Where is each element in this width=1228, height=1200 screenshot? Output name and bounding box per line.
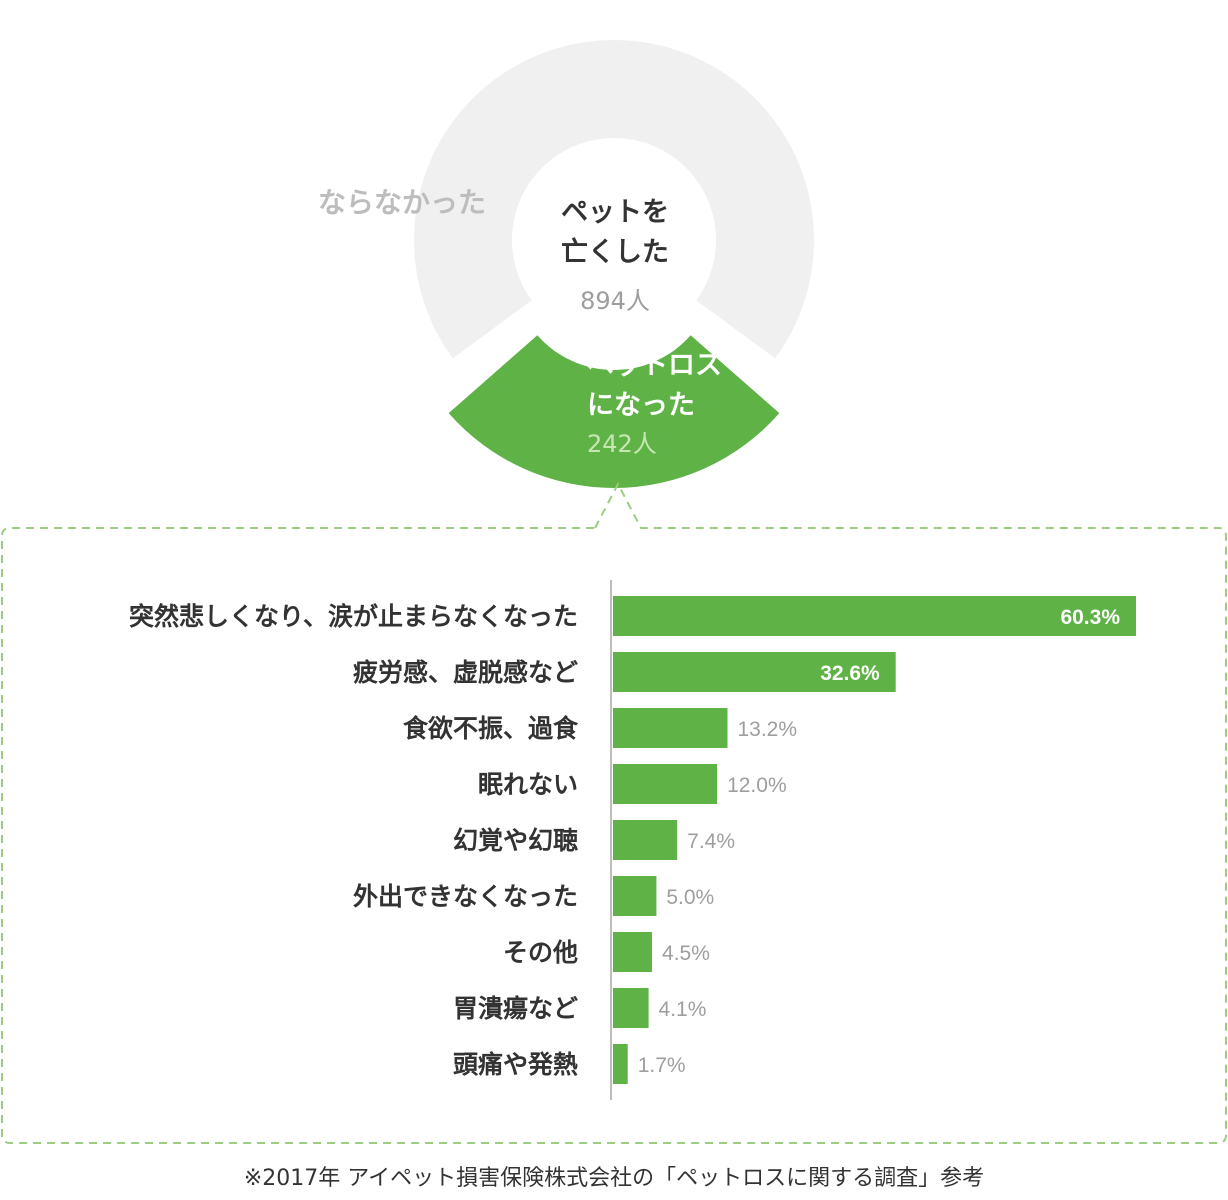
value-label-3: 12.0% (727, 774, 787, 797)
donut-label-not-loss: ならなかった (318, 186, 487, 219)
bar-3 (613, 764, 718, 804)
donut-segment-pet-loss (448, 335, 780, 489)
category-label-1: 疲労感、虚脱感など (353, 658, 578, 687)
donut-label-pet-loss: ペットロス になった (587, 350, 722, 421)
bar-0 (613, 596, 1136, 636)
callout-border (1, 481, 1227, 1144)
bar-chart: 突然悲しくなり、涙が止まらなくなった 60.3% 疲労感、虚脱感など 32.6% 食欲不… (129, 580, 1136, 1100)
bar-2 (613, 708, 728, 748)
value-label-2: 13.2% (737, 718, 797, 741)
category-label-0: 突然悲しくなり、涙が止まらなくなった (129, 602, 578, 631)
bar-4 (613, 820, 678, 860)
bar-8 (613, 1044, 628, 1084)
footnote: ※2017年 アイペット損害保険株式会社の「ペットロスに関する調査」参考 (243, 1166, 985, 1191)
category-label-8: 頭痛や発熱 (453, 1050, 578, 1079)
category-label-6: その他 (503, 938, 578, 967)
value-label-5: 5.0% (666, 886, 714, 909)
donut-center-count: 894人 (580, 287, 650, 315)
callout-frame (1, 481, 1227, 1144)
value-label-8: 1.7% (638, 1054, 686, 1077)
category-label-2: 食欲不振、過食 (403, 714, 579, 743)
value-label-4: 7.4% (687, 830, 735, 853)
category-label-7: 胃潰瘍など (453, 994, 578, 1023)
bar-6 (613, 932, 652, 972)
value-label-1: 32.6% (820, 662, 880, 685)
bar-5 (613, 876, 657, 916)
donut-center-label: ペットを 亡くした (561, 197, 669, 268)
donut-chart (414, 40, 814, 489)
donut-loss-count: 242人 (587, 430, 657, 458)
value-label-0: 60.3% (1060, 606, 1120, 629)
category-label-3: 眠れない (478, 770, 578, 799)
bar-7 (613, 988, 649, 1028)
category-label-4: 幻覚や幻聴 (453, 826, 578, 855)
bar-1 (613, 652, 896, 692)
donut-segment-not-loss (414, 40, 814, 359)
category-label-5: 外出できなくなった (353, 882, 578, 911)
bar-series: 突然悲しくなり、涙が止まらなくなった 60.3% 疲労感、虚脱感など 32.6% 食欲不… (129, 596, 1136, 1084)
value-label-6: 4.5% (662, 942, 710, 965)
value-label-7: 4.1% (659, 998, 707, 1021)
